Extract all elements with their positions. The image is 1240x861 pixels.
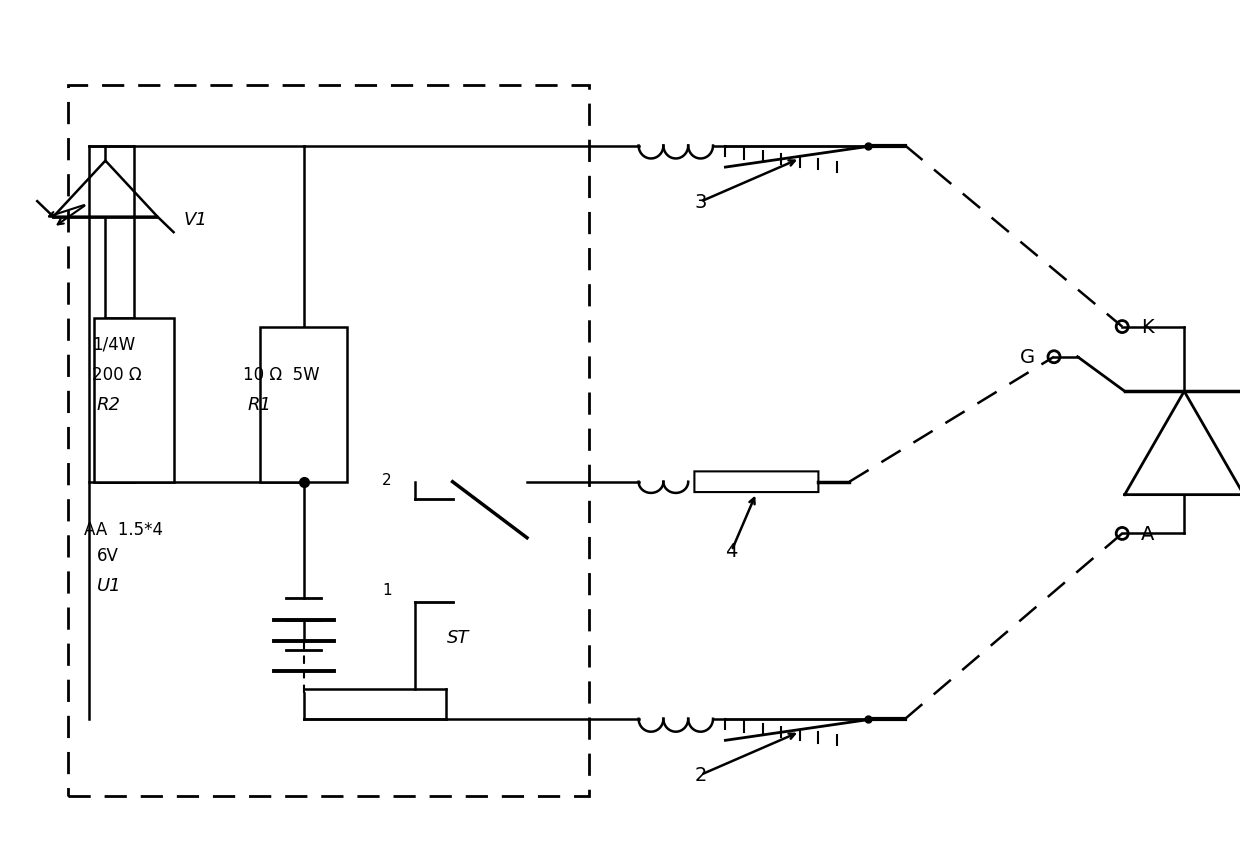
Text: R1: R1 — [248, 396, 272, 413]
Bar — [68, 86, 589, 796]
Text: A: A — [1141, 524, 1154, 543]
Text: 3: 3 — [694, 193, 707, 212]
FancyBboxPatch shape — [694, 472, 818, 492]
Text: 2: 2 — [694, 765, 707, 784]
Text: R2: R2 — [97, 396, 120, 413]
Text: 1: 1 — [382, 582, 392, 598]
Text: K: K — [1141, 318, 1153, 337]
Text: U1: U1 — [97, 577, 122, 594]
Text: 1/4W: 1/4W — [92, 336, 135, 353]
Text: AA  1.5*4: AA 1.5*4 — [84, 521, 164, 538]
Text: 6V: 6V — [97, 547, 119, 564]
Text: V1: V1 — [184, 211, 207, 228]
Text: 2: 2 — [382, 473, 392, 488]
Text: 200 Ω: 200 Ω — [92, 366, 141, 383]
Text: ST: ST — [446, 629, 469, 646]
Text: G: G — [1021, 348, 1035, 367]
Text: 4: 4 — [725, 542, 738, 561]
Bar — [260, 327, 347, 482]
Text: 10 Ω  5W: 10 Ω 5W — [243, 366, 320, 383]
Bar — [94, 319, 174, 482]
